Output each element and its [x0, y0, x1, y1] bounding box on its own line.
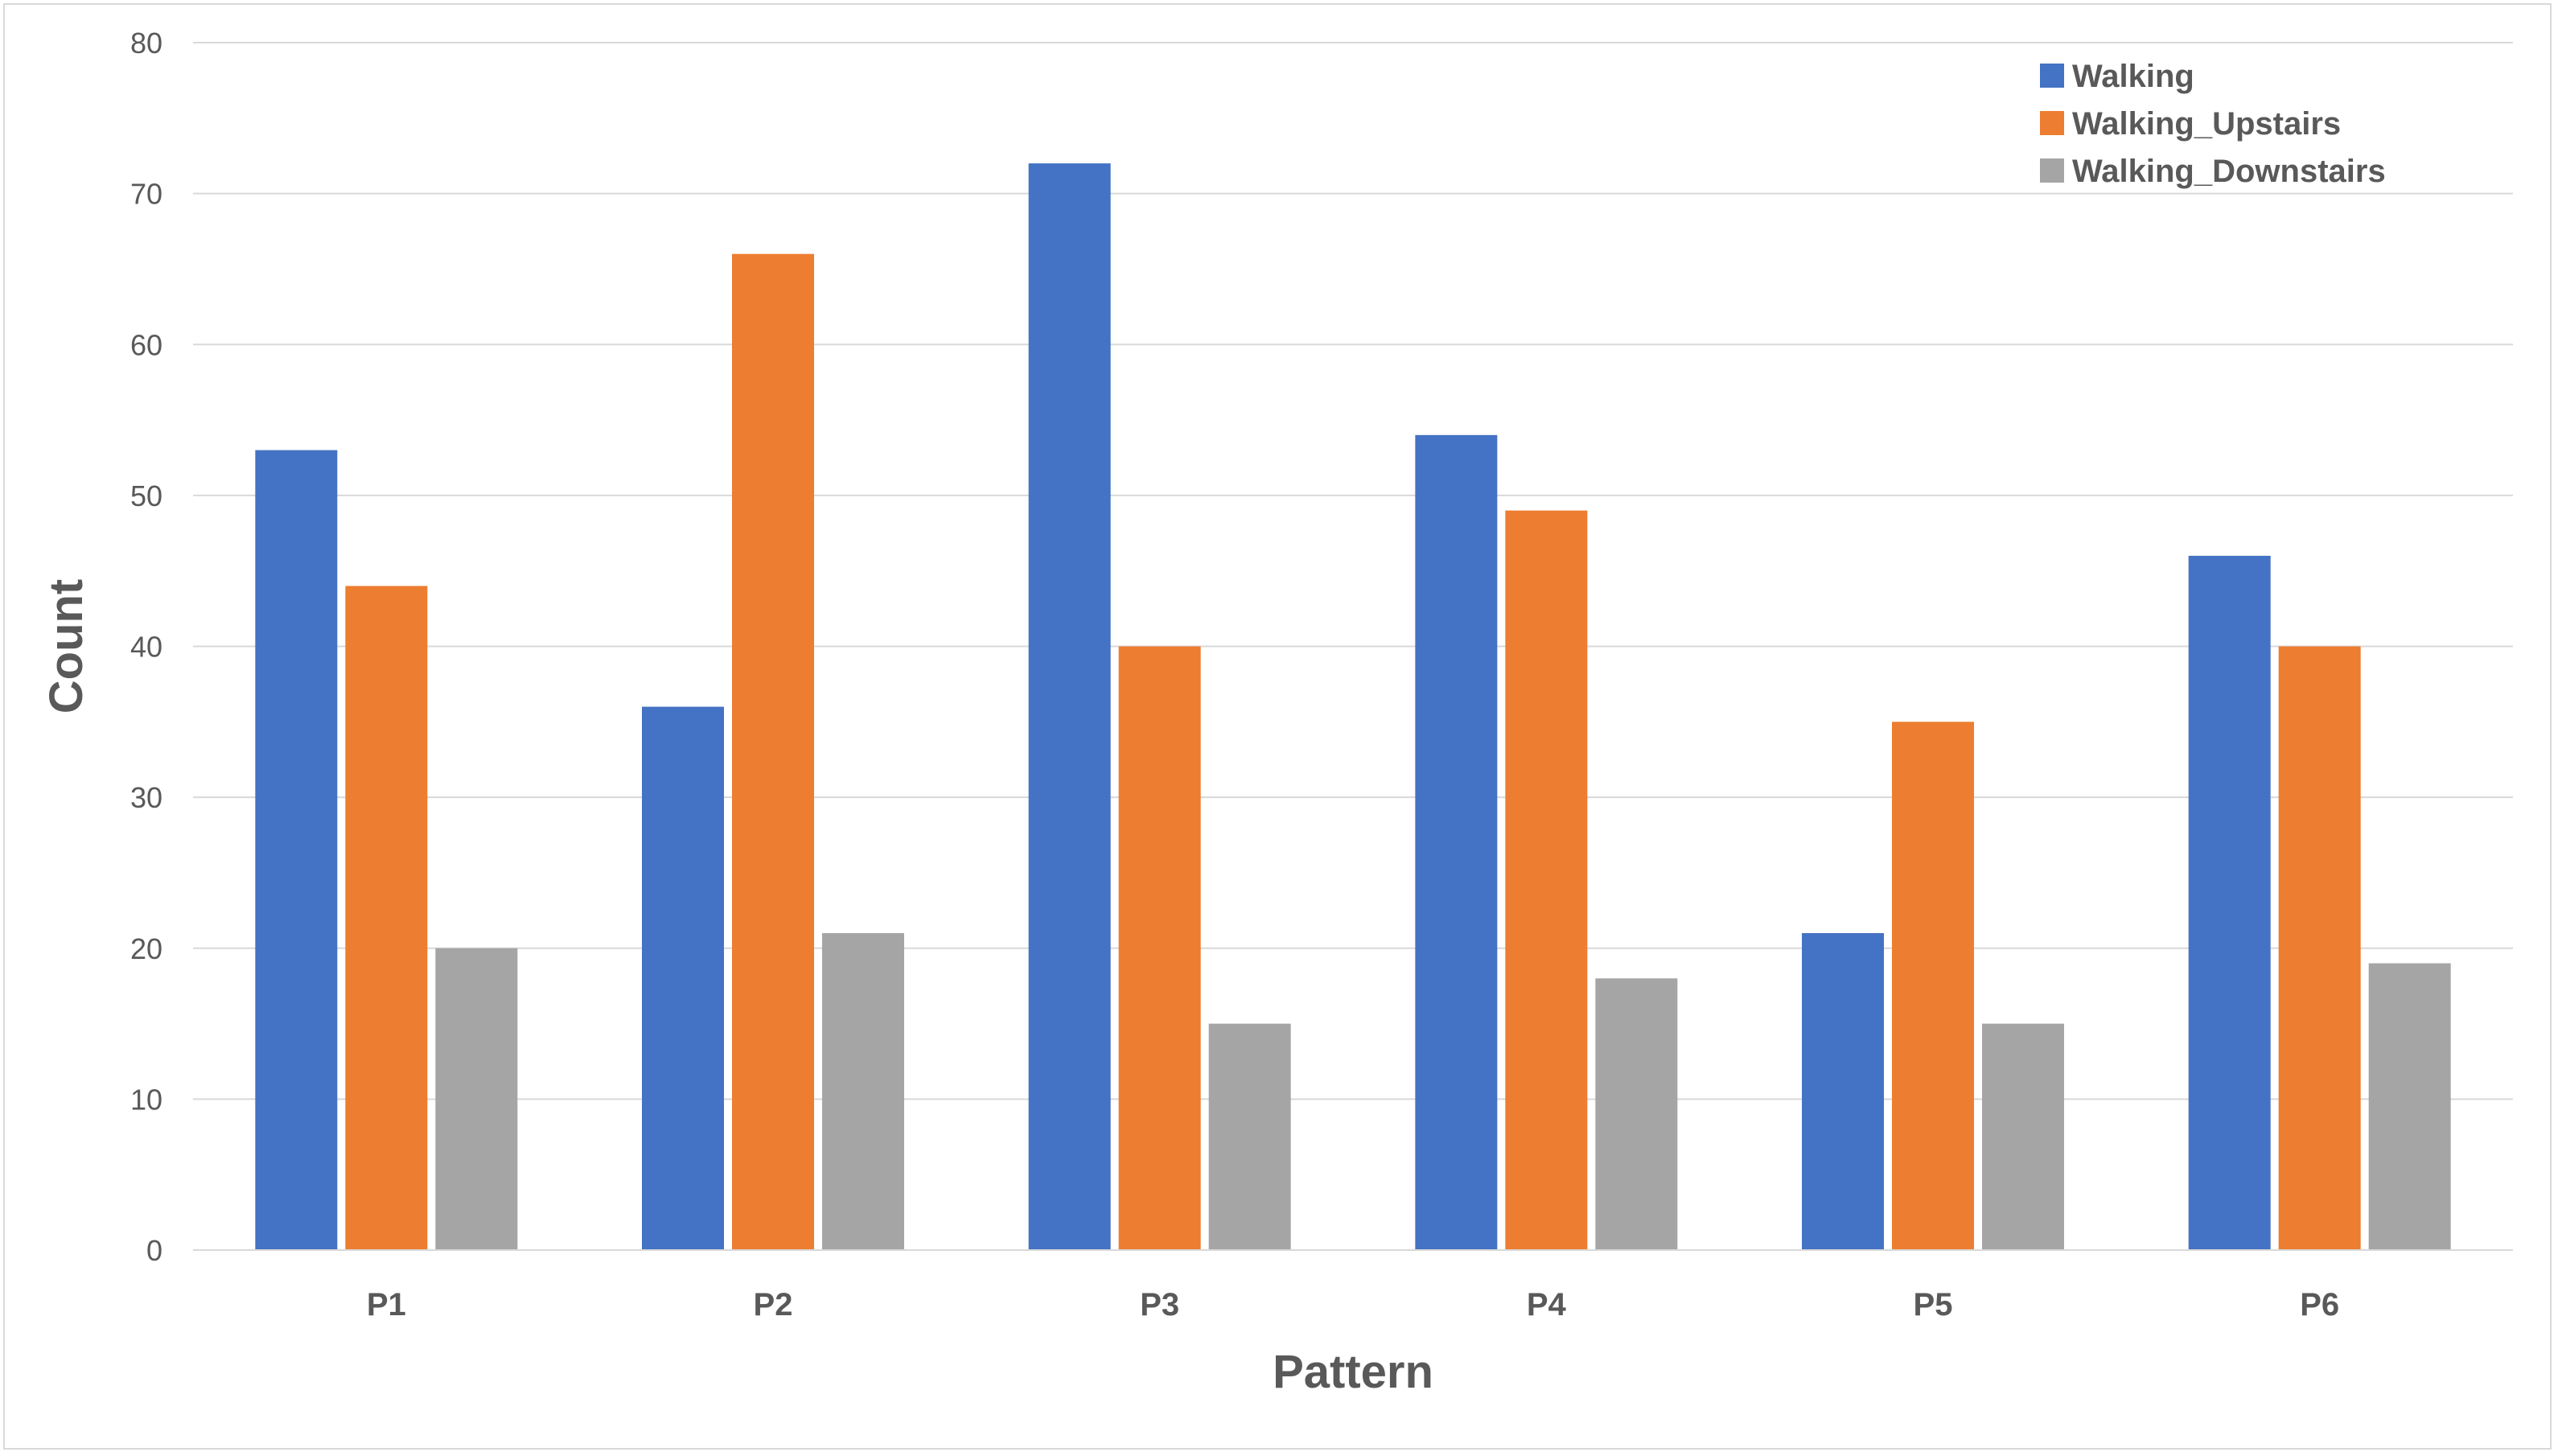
y-tick-label: 40	[130, 631, 162, 664]
x-axis-title: Pattern	[1273, 1346, 1433, 1398]
legend-swatch	[2040, 64, 2064, 88]
bars	[255, 163, 2451, 1251]
bar-walking-upstairs-p3	[1118, 646, 1201, 1250]
bar-walking-upstairs-p4	[1505, 510, 1588, 1250]
x-axis-tick-labels: P1 P2 P3 P4 P5 P6	[367, 1287, 2339, 1322]
legend-label: Walking_Upstairs	[2072, 106, 2341, 142]
bar-walking-p6	[2188, 555, 2271, 1250]
y-tick-label: 60	[130, 328, 162, 361]
bar-walking-downstairs-p2	[822, 932, 904, 1250]
x-tick-label: P1	[367, 1287, 406, 1322]
bar-walking-p1	[255, 450, 338, 1250]
bar-walking-downstairs-p5	[1982, 1023, 2064, 1250]
legend-swatch	[2040, 158, 2064, 183]
bar-walking-upstairs-p5	[1892, 722, 1974, 1250]
x-tick-label: P3	[1140, 1287, 1179, 1322]
bar-walking-downstairs-p3	[1208, 1023, 1291, 1250]
bar-walking-p2	[642, 706, 724, 1250]
x-tick-label: P2	[754, 1287, 793, 1322]
bar-walking-downstairs-p4	[1595, 978, 1678, 1250]
gridlines	[193, 42, 2513, 1100]
y-tick-label: 50	[130, 479, 162, 512]
bar-walking-p5	[1802, 932, 1884, 1250]
y-tick-label: 80	[130, 27, 162, 60]
legend-label: Walking	[2072, 59, 2194, 94]
x-tick-label: P5	[1914, 1287, 1953, 1322]
bar-walking-downstairs-p1	[435, 948, 518, 1250]
y-axis-title: Count	[40, 579, 93, 714]
bar-walking-downstairs-p6	[2368, 963, 2451, 1250]
y-tick-label: 10	[130, 1083, 162, 1116]
bar-walking-upstairs-p1	[345, 586, 428, 1250]
bar-walking-upstairs-p6	[2278, 646, 2361, 1250]
y-tick-label: 0	[146, 1234, 162, 1267]
bar-walking-p3	[1028, 163, 1111, 1251]
legend-swatch	[2040, 111, 2064, 135]
y-axis-tick-labels: 0 10 20 30 40 50 60 70 80	[130, 27, 162, 1267]
legend-label: Walking_Downstairs	[2072, 154, 2386, 189]
x-tick-label: P4	[1527, 1287, 1567, 1322]
x-tick-label: P6	[2300, 1287, 2339, 1322]
bar-walking-p4	[1415, 434, 1498, 1250]
legend: Walking Walking_Upstairs Walking_Downstair…	[2040, 59, 2386, 189]
y-tick-label: 30	[130, 781, 162, 814]
y-tick-label: 70	[130, 178, 162, 211]
bar-walking-upstairs-p2	[732, 253, 814, 1250]
y-tick-label: 20	[130, 932, 162, 965]
